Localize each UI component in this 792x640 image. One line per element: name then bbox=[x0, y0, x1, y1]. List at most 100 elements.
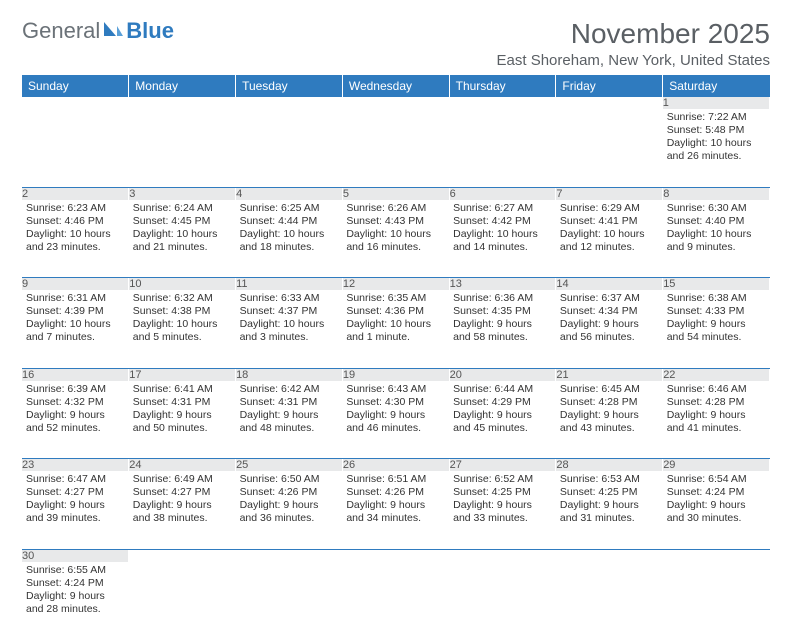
day-details: Sunrise: 6:49 AMSunset: 4:27 PMDaylight:… bbox=[129, 471, 236, 530]
empty-cell bbox=[22, 109, 129, 187]
weekday-header: Saturday bbox=[663, 75, 770, 97]
empty-cell bbox=[663, 549, 770, 562]
day-number: 9 bbox=[22, 278, 129, 291]
sunset-text: Sunset: 4:34 PM bbox=[560, 305, 659, 318]
day-cell: Sunrise: 6:26 AMSunset: 4:43 PMDaylight:… bbox=[342, 200, 449, 278]
sunset-text: Sunset: 4:27 PM bbox=[133, 486, 232, 499]
day-number: 5 bbox=[342, 187, 449, 200]
empty-cell bbox=[236, 562, 343, 640]
daylight-text: Daylight: 10 hours and 14 minutes. bbox=[453, 228, 552, 254]
day-cell: Sunrise: 6:30 AMSunset: 4:40 PMDaylight:… bbox=[663, 200, 770, 278]
day-number: 13 bbox=[449, 278, 556, 291]
empty-cell bbox=[342, 97, 449, 109]
day-cell: Sunrise: 6:53 AMSunset: 4:25 PMDaylight:… bbox=[556, 471, 663, 549]
day-details: Sunrise: 6:25 AMSunset: 4:44 PMDaylight:… bbox=[236, 200, 343, 259]
daylight-text: Daylight: 10 hours and 16 minutes. bbox=[346, 228, 445, 254]
logo-word1: General bbox=[22, 18, 100, 44]
daylight-text: Daylight: 9 hours and 39 minutes. bbox=[26, 499, 125, 525]
sunrise-text: Sunrise: 6:33 AM bbox=[240, 292, 339, 305]
daylight-text: Daylight: 9 hours and 38 minutes. bbox=[133, 499, 232, 525]
sunrise-text: Sunrise: 6:31 AM bbox=[26, 292, 125, 305]
weekday-header: Friday bbox=[556, 75, 663, 97]
day-cell: Sunrise: 6:38 AMSunset: 4:33 PMDaylight:… bbox=[663, 290, 770, 368]
day-number: 30 bbox=[22, 549, 129, 562]
day-cell: Sunrise: 6:25 AMSunset: 4:44 PMDaylight:… bbox=[236, 200, 343, 278]
day-cell: Sunrise: 6:52 AMSunset: 4:25 PMDaylight:… bbox=[449, 471, 556, 549]
day-cell: Sunrise: 6:36 AMSunset: 4:35 PMDaylight:… bbox=[449, 290, 556, 368]
sunrise-text: Sunrise: 6:25 AM bbox=[240, 202, 339, 215]
sunrise-text: Sunrise: 6:45 AM bbox=[560, 383, 659, 396]
sunrise-text: Sunrise: 6:36 AM bbox=[453, 292, 552, 305]
sunrise-text: Sunrise: 7:22 AM bbox=[667, 111, 766, 124]
sunset-text: Sunset: 4:24 PM bbox=[26, 577, 125, 590]
day-cell: Sunrise: 6:29 AMSunset: 4:41 PMDaylight:… bbox=[556, 200, 663, 278]
day-cell: Sunrise: 6:51 AMSunset: 4:26 PMDaylight:… bbox=[342, 471, 449, 549]
day-cell: Sunrise: 6:42 AMSunset: 4:31 PMDaylight:… bbox=[236, 381, 343, 459]
day-cell: Sunrise: 6:37 AMSunset: 4:34 PMDaylight:… bbox=[556, 290, 663, 368]
logo-word2: Blue bbox=[126, 18, 174, 44]
empty-cell bbox=[236, 109, 343, 187]
day-details: Sunrise: 6:26 AMSunset: 4:43 PMDaylight:… bbox=[342, 200, 449, 259]
day-details: Sunrise: 6:42 AMSunset: 4:31 PMDaylight:… bbox=[236, 381, 343, 440]
sunrise-text: Sunrise: 6:46 AM bbox=[667, 383, 766, 396]
day-cell: Sunrise: 6:35 AMSunset: 4:36 PMDaylight:… bbox=[342, 290, 449, 368]
day-details: Sunrise: 6:54 AMSunset: 4:24 PMDaylight:… bbox=[663, 471, 770, 530]
day-number: 19 bbox=[342, 368, 449, 381]
daynum-row: 2345678 bbox=[22, 187, 770, 200]
day-details: Sunrise: 6:39 AMSunset: 4:32 PMDaylight:… bbox=[22, 381, 129, 440]
day-number: 12 bbox=[342, 278, 449, 291]
daylight-text: Daylight: 9 hours and 36 minutes. bbox=[240, 499, 339, 525]
day-number: 28 bbox=[556, 459, 663, 472]
day-details: Sunrise: 6:52 AMSunset: 4:25 PMDaylight:… bbox=[449, 471, 556, 530]
daylight-text: Daylight: 9 hours and 41 minutes. bbox=[667, 409, 766, 435]
title-block: November 2025 East Shoreham, New York, U… bbox=[497, 18, 770, 69]
day-details: Sunrise: 6:31 AMSunset: 4:39 PMDaylight:… bbox=[22, 290, 129, 349]
sunrise-text: Sunrise: 6:53 AM bbox=[560, 473, 659, 486]
day-number: 21 bbox=[556, 368, 663, 381]
empty-cell bbox=[663, 562, 770, 640]
day-number: 17 bbox=[129, 368, 236, 381]
day-cell: Sunrise: 6:27 AMSunset: 4:42 PMDaylight:… bbox=[449, 200, 556, 278]
empty-cell bbox=[342, 562, 449, 640]
empty-cell bbox=[449, 97, 556, 109]
sunset-text: Sunset: 4:28 PM bbox=[560, 396, 659, 409]
day-number: 29 bbox=[663, 459, 770, 472]
sunset-text: Sunset: 4:27 PM bbox=[26, 486, 125, 499]
sunset-text: Sunset: 4:40 PM bbox=[667, 215, 766, 228]
daynum-row: 1 bbox=[22, 97, 770, 109]
day-details: Sunrise: 6:45 AMSunset: 4:28 PMDaylight:… bbox=[556, 381, 663, 440]
empty-cell bbox=[236, 549, 343, 562]
empty-cell bbox=[236, 97, 343, 109]
week-row: Sunrise: 6:47 AMSunset: 4:27 PMDaylight:… bbox=[22, 471, 770, 549]
empty-cell bbox=[556, 97, 663, 109]
day-details: Sunrise: 6:55 AMSunset: 4:24 PMDaylight:… bbox=[22, 562, 129, 621]
daylight-text: Daylight: 9 hours and 54 minutes. bbox=[667, 318, 766, 344]
sunset-text: Sunset: 4:26 PM bbox=[346, 486, 445, 499]
daylight-text: Daylight: 9 hours and 33 minutes. bbox=[453, 499, 552, 525]
empty-cell bbox=[449, 549, 556, 562]
day-number: 1 bbox=[663, 97, 770, 109]
week-row: Sunrise: 6:23 AMSunset: 4:46 PMDaylight:… bbox=[22, 200, 770, 278]
day-cell: Sunrise: 6:23 AMSunset: 4:46 PMDaylight:… bbox=[22, 200, 129, 278]
sunrise-text: Sunrise: 6:38 AM bbox=[667, 292, 766, 305]
daylight-text: Daylight: 9 hours and 48 minutes. bbox=[240, 409, 339, 435]
sunrise-text: Sunrise: 6:52 AM bbox=[453, 473, 552, 486]
week-row: Sunrise: 7:22 AMSunset: 5:48 PMDaylight:… bbox=[22, 109, 770, 187]
empty-cell bbox=[556, 109, 663, 187]
day-number: 3 bbox=[129, 187, 236, 200]
day-details: Sunrise: 6:51 AMSunset: 4:26 PMDaylight:… bbox=[342, 471, 449, 530]
sunrise-text: Sunrise: 6:43 AM bbox=[346, 383, 445, 396]
sunset-text: Sunset: 4:35 PM bbox=[453, 305, 552, 318]
day-number: 24 bbox=[129, 459, 236, 472]
day-cell: Sunrise: 6:41 AMSunset: 4:31 PMDaylight:… bbox=[129, 381, 236, 459]
sunset-text: Sunset: 4:42 PM bbox=[453, 215, 552, 228]
daylight-text: Daylight: 10 hours and 26 minutes. bbox=[667, 137, 766, 163]
sunrise-text: Sunrise: 6:27 AM bbox=[453, 202, 552, 215]
day-details: Sunrise: 6:38 AMSunset: 4:33 PMDaylight:… bbox=[663, 290, 770, 349]
daylight-text: Daylight: 9 hours and 34 minutes. bbox=[346, 499, 445, 525]
sunrise-text: Sunrise: 6:26 AM bbox=[346, 202, 445, 215]
daylight-text: Daylight: 10 hours and 9 minutes. bbox=[667, 228, 766, 254]
sunrise-text: Sunrise: 6:30 AM bbox=[667, 202, 766, 215]
daylight-text: Daylight: 9 hours and 45 minutes. bbox=[453, 409, 552, 435]
empty-cell bbox=[129, 109, 236, 187]
